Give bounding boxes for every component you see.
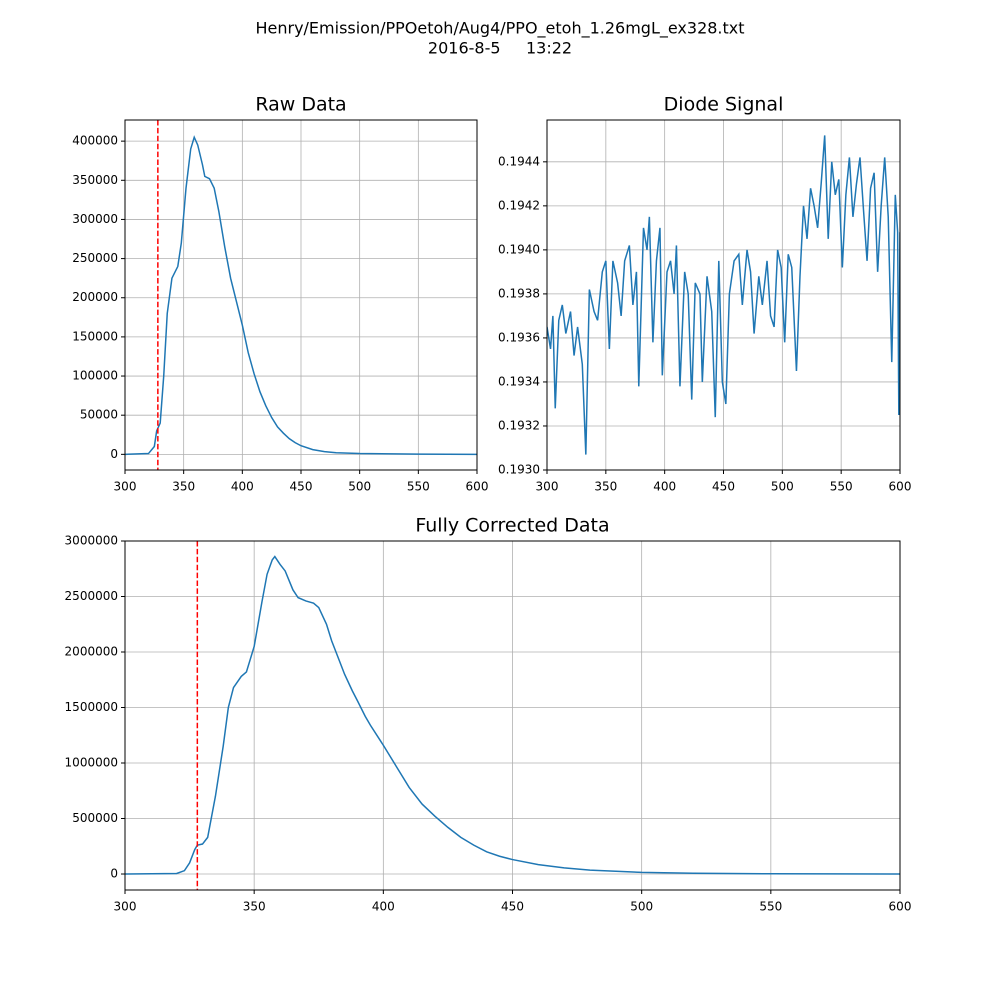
y-tick-label: 0.1932	[498, 418, 540, 432]
suptitle: Henry/Emission/PPOetoh/Aug4/PPO_etoh_1.2…	[255, 19, 744, 39]
x-tick-label: 400	[372, 900, 395, 914]
x-tick-label: 500	[348, 480, 371, 494]
y-tick-label: 500000	[72, 811, 118, 825]
y-tick-label: 350000	[72, 173, 118, 187]
y-tick-label: 1000000	[65, 756, 118, 770]
suptitle: 2016-8-5 13:22	[428, 39, 572, 58]
x-tick-label: 450	[290, 480, 313, 494]
y-tick-label: 0.1930	[498, 463, 540, 477]
axes-title: Raw Data	[255, 94, 346, 116]
data-line	[125, 135, 477, 456]
x-tick-label: 400	[231, 480, 254, 494]
data-line	[547, 135, 900, 455]
y-tick-label: 3000000	[65, 534, 118, 548]
x-tick-label: 600	[889, 900, 912, 914]
x-tick-label: 350	[243, 900, 266, 914]
y-tick-label: 0.1936	[498, 330, 540, 344]
axes-frame	[124, 119, 478, 471]
y-tick-label: 2500000	[65, 589, 118, 603]
x-tick-label: 300	[114, 900, 137, 914]
y-tick-label: 300000	[72, 212, 118, 226]
y-tick-label: 0.1938	[498, 286, 540, 300]
y-tick-label: 50000	[80, 408, 118, 422]
x-tick-label: 350	[172, 480, 195, 494]
y-tick-label: 0.1942	[498, 198, 540, 212]
x-tick-label: 300	[536, 480, 559, 494]
axes-frame	[124, 540, 901, 891]
x-tick-label: 550	[759, 900, 782, 914]
y-tick-label: 100000	[72, 369, 118, 383]
x-tick-label: 450	[501, 900, 524, 914]
y-tick-label: 2000000	[65, 645, 118, 659]
y-tick-label: 0.1940	[498, 242, 540, 256]
x-tick-label: 350	[594, 480, 617, 494]
y-tick-label: 0	[110, 867, 118, 881]
x-tick-label: 450	[712, 480, 735, 494]
y-tick-label: 400000	[72, 134, 118, 148]
y-tick-label: 250000	[72, 251, 118, 265]
y-tick-label: 150000	[72, 329, 118, 343]
y-tick-label: 1500000	[65, 700, 118, 714]
axes-title: Fully Corrected Data	[415, 515, 609, 537]
x-tick-label: 300	[114, 480, 137, 494]
axes-title: Diode Signal	[664, 94, 784, 116]
x-tick-label: 500	[630, 900, 653, 914]
y-tick-label: 0.1944	[498, 154, 540, 168]
data-line	[125, 555, 900, 875]
y-tick-label: 0	[110, 447, 118, 461]
x-tick-label: 600	[889, 480, 912, 494]
axes-frame	[546, 119, 901, 471]
x-tick-label: 550	[407, 480, 430, 494]
x-tick-label: 550	[830, 480, 853, 494]
y-tick-label: 0.1934	[498, 374, 540, 388]
x-tick-label: 400	[653, 480, 676, 494]
y-tick-label: 200000	[72, 290, 118, 304]
x-tick-label: 600	[466, 480, 489, 494]
x-tick-label: 500	[771, 480, 794, 494]
